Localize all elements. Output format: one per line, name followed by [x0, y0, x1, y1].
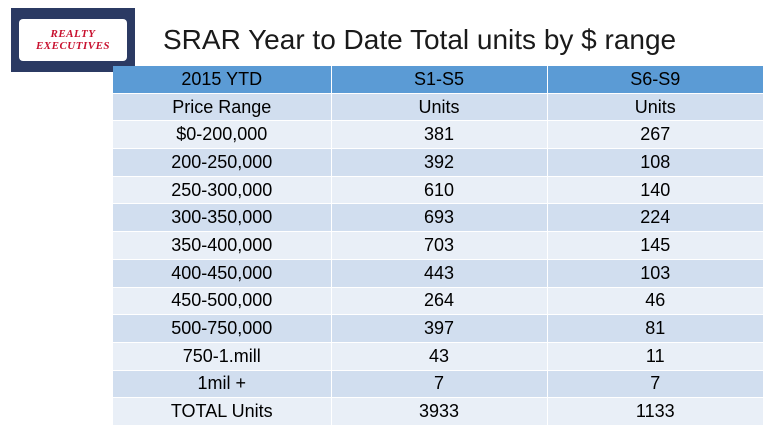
price-range-cell: 250-300,000: [113, 176, 332, 205]
s1-s5-units-cell: 693: [331, 203, 548, 233]
price-range-cell: 450-500,000: [113, 287, 332, 316]
table-row: TOTAL Units 3933 1133: [113, 397, 763, 426]
s1-s5-units-cell: 443: [331, 259, 548, 288]
price-range-cell: 750-1.mill: [113, 342, 332, 371]
table-header-row: 2015 YTD S1-S5 S6-S9: [113, 66, 763, 94]
price-range-cell: $0-200,000: [113, 120, 332, 150]
table-row: 300-350,000 693 224: [113, 203, 763, 233]
s1-s5-units-cell: 43: [331, 342, 548, 371]
s1-s5-units-cell: 7: [331, 370, 548, 399]
s6-s9-total-cell: 1133: [547, 397, 763, 426]
s6-s9-units-cell: 145: [547, 231, 763, 260]
s6-s9-units-cell: 46: [547, 287, 763, 316]
header-cell-year: 2015 YTD: [113, 66, 332, 94]
s6-s9-units-cell: 108: [547, 148, 763, 177]
s1-s5-total-cell: 3933: [331, 397, 548, 426]
s1-s5-units-cell: 397: [331, 314, 548, 343]
slide-title: SRAR Year to Date Total units by $ range: [163, 24, 677, 55]
s6-s9-units-cell: 11: [547, 342, 763, 371]
s6-s9-units-cell: 81: [547, 314, 763, 343]
price-range-cell: 400-450,000: [113, 259, 332, 288]
table-row: 400-450,000 443 103: [113, 259, 763, 288]
price-range-cell: 350-400,000: [113, 231, 332, 260]
price-range-cell: 500-750,000: [113, 314, 332, 343]
price-range-cell: 1mil +: [113, 370, 332, 399]
s6-s9-units-cell: 140: [547, 176, 763, 205]
table-row: 450-500,000 264 46: [113, 287, 763, 316]
s1-s5-units-cell: 264: [331, 287, 548, 316]
price-range-cell: 200-250,000: [113, 148, 332, 177]
s6-s9-units-cell: 7: [547, 370, 763, 399]
price-range-cell: 300-350,000: [113, 203, 332, 233]
s6-s9-units-cell: 224: [547, 203, 763, 233]
table-row: 500-750,000 397 81: [113, 314, 763, 343]
table-row: 1mil + 7 7: [113, 370, 763, 399]
logo-badge: REALTY EXECUTIVES: [19, 19, 127, 61]
price-range-cell: Price Range: [113, 93, 332, 122]
s6-s9-units-cell: 103: [547, 259, 763, 288]
table-row: 250-300,000 610 140: [113, 176, 763, 205]
header-cell-s1-s5: S1-S5: [331, 66, 548, 94]
s6-s9-units-cell: Units: [547, 93, 763, 122]
logo-text-line1: REALTY: [50, 28, 96, 40]
s1-s5-units-cell: 703: [331, 231, 548, 260]
realty-executives-logo: REALTY EXECUTIVES: [11, 8, 135, 72]
header-cell-s6-s9: S6-S9: [547, 66, 763, 94]
table-row: Price Range Units Units: [113, 93, 763, 122]
s1-s5-units-cell: 392: [331, 148, 548, 177]
s6-s9-units-cell: 267: [547, 120, 763, 150]
units-by-price-range-table: 2015 YTD S1-S5 S6-S9 Price Range Units U…: [113, 66, 763, 426]
table-row: 350-400,000 703 145: [113, 231, 763, 260]
table-row: $0-200,000 381 267: [113, 120, 763, 150]
s1-s5-units-cell: 610: [331, 176, 548, 205]
s1-s5-units-cell: Units: [331, 93, 548, 122]
s1-s5-units-cell: 381: [331, 120, 548, 150]
total-label-cell: TOTAL Units: [113, 397, 332, 426]
table-row: 750-1.mill 43 11: [113, 342, 763, 371]
table-row: 200-250,000 392 108: [113, 148, 763, 177]
logo-text-line2: EXECUTIVES: [35, 40, 111, 52]
